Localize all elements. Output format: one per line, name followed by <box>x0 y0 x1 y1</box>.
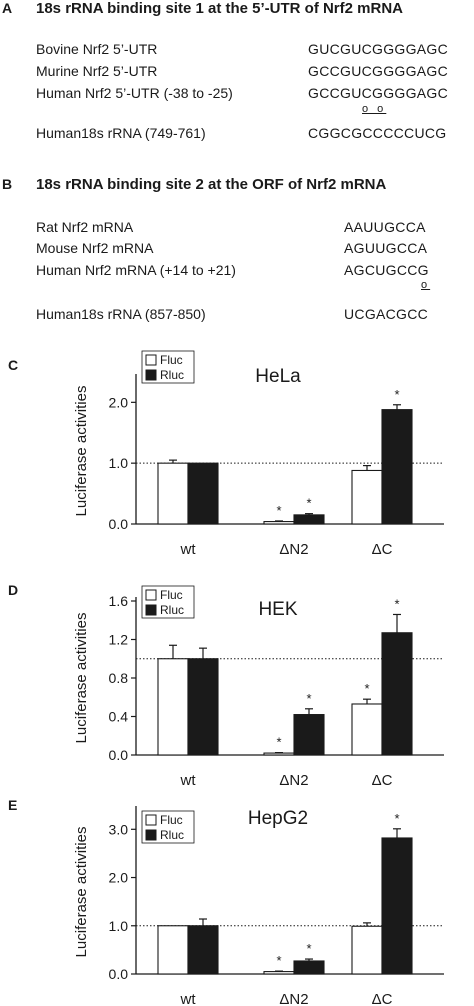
bar-rluc <box>293 514 325 525</box>
panel-b-heading: 18s rRNA binding site 2 at the ORF of Nr… <box>36 176 387 193</box>
bar-rluc <box>187 925 219 975</box>
bar-rluc <box>187 462 219 525</box>
bar-fluc <box>157 925 189 975</box>
bar-fluc <box>157 658 189 756</box>
x-tick-label: wt <box>180 772 197 789</box>
bar-fluc <box>351 703 383 756</box>
chart-title: HEK <box>258 599 297 620</box>
significance-asterisk: * <box>276 735 281 750</box>
y-tick-label: 0.0 <box>109 516 129 532</box>
seq-value: GUCGUCGGGGAGC <box>308 41 449 57</box>
bar-rluc <box>187 658 219 756</box>
y-tick-label: 1.2 <box>109 632 129 648</box>
seq-value: AGUUGCCA <box>344 240 428 256</box>
panel-b-letter: B <box>2 176 13 192</box>
seq-label: Rat Nrf2 mRNA <box>36 219 134 235</box>
legend-label: Fluc <box>160 588 183 602</box>
x-tick-label: ΔN2 <box>279 541 308 558</box>
significance-asterisk: * <box>306 941 311 956</box>
seq-value: GCCGUCGGGGAGC <box>308 85 449 101</box>
bar-rluc <box>381 409 413 525</box>
bar-rluc <box>381 632 413 756</box>
bar-rluc <box>293 960 325 975</box>
legend-swatch <box>145 814 157 826</box>
y-tick-label: 0.8 <box>109 670 129 686</box>
panel-letter: E <box>8 797 17 813</box>
chart-title: HeLa <box>255 366 301 387</box>
bar-fluc <box>263 971 295 975</box>
chart-hela: C HeLa Luciferase activities 0.0 1.0 2.0 wt * * Δ… <box>8 350 444 558</box>
bar-fluc <box>351 469 383 525</box>
bar-fluc <box>263 752 295 756</box>
bar-rluc <box>293 714 325 756</box>
seq-label: Mouse Nrf2 mRNA <box>36 240 154 256</box>
seq-label: Human Nrf2 5’-UTR (-38 to -25) <box>36 85 233 101</box>
legend-box <box>141 585 195 619</box>
y-axis-label: Luciferase activities <box>73 386 90 517</box>
seq-value: AGCUGCCG <box>344 262 429 278</box>
chart-hek: D HEK Luciferase activities 0.0 0.4 0.8 1.2 1.6… <box>8 582 444 789</box>
legend-swatch <box>145 589 157 601</box>
panel-letter: C <box>8 357 18 373</box>
chart-hepg2: E HepG2 Luciferase activities 0.0 1.0 2.0 3.0 w… <box>8 797 444 1006</box>
seq-value: AAUUGCCA <box>344 219 426 235</box>
significance-asterisk: * <box>306 496 311 511</box>
rrna-seq: UCGACGCC <box>344 306 429 322</box>
x-tick-label: ΔC <box>372 541 393 558</box>
y-tick-label: 3.0 <box>109 821 129 837</box>
legend-swatch <box>145 604 157 616</box>
bar-fluc <box>263 521 295 525</box>
rrna-seq: CGGCGCCCCCUCG <box>308 125 447 141</box>
seq-label: Bovine Nrf2 5’-UTR <box>36 41 158 57</box>
x-tick-label: ΔC <box>372 991 393 1006</box>
panel-a-letter: A <box>2 0 13 16</box>
y-tick-label: 0.0 <box>109 966 129 982</box>
x-tick-label: ΔC <box>372 772 393 789</box>
legend-swatch <box>145 369 157 381</box>
seq-label: Murine Nrf2 5’-UTR <box>36 63 158 79</box>
bar-rluc <box>381 837 413 975</box>
x-tick-label: wt <box>180 991 197 1006</box>
seq-value: GCCGUCGGGGAGC <box>308 63 449 79</box>
significance-asterisk: * <box>394 596 399 611</box>
significance-asterisk: * <box>394 387 399 402</box>
panel-a-heading: 18s rRNA binding site 1 at the 5’-UTR of… <box>36 0 403 17</box>
y-tick-label: 0.0 <box>109 747 129 763</box>
x-tick-label: ΔN2 <box>279 991 308 1006</box>
y-tick-label: 0.4 <box>109 709 129 725</box>
legend-label: Rluc <box>160 368 184 382</box>
panel-letter: D <box>8 582 18 598</box>
y-tick-label: 1.0 <box>109 455 129 471</box>
y-axis-label: Luciferase activities <box>73 827 90 958</box>
legend-swatch <box>145 354 157 366</box>
y-tick-label: 2.0 <box>109 870 129 886</box>
y-tick-label: 2.0 <box>109 394 129 410</box>
seq-label: Human Nrf2 mRNA (+14 to +21) <box>36 262 236 278</box>
chart-title: HepG2 <box>248 808 308 829</box>
legend-swatch <box>145 829 157 841</box>
legend-label: Rluc <box>160 603 184 617</box>
x-tick-label: wt <box>180 541 197 558</box>
significance-asterisk: * <box>394 811 399 826</box>
y-tick-label: 1.6 <box>109 593 129 609</box>
y-tick-label: 1.0 <box>109 918 129 934</box>
significance-asterisk: * <box>306 691 311 706</box>
y-axis-label: Luciferase activities <box>73 613 90 744</box>
mismatch-marks: o o <box>362 103 387 115</box>
rrna-label: Human18s rRNA (749-761) <box>36 125 206 141</box>
significance-asterisk: * <box>276 953 281 968</box>
rrna-label: Human18s rRNA (857-850) <box>36 306 206 322</box>
legend-box <box>141 350 195 384</box>
bar-fluc <box>351 925 383 975</box>
significance-asterisk: * <box>276 503 281 518</box>
bar-fluc <box>157 462 189 525</box>
x-tick-label: ΔN2 <box>279 772 308 789</box>
legend-label: Fluc <box>160 813 183 827</box>
legend-label: Rluc <box>160 828 184 842</box>
legend-label: Fluc <box>160 353 183 367</box>
significance-asterisk: * <box>364 681 369 696</box>
mismatch-marks: o <box>421 279 431 291</box>
legend-box <box>141 810 195 844</box>
